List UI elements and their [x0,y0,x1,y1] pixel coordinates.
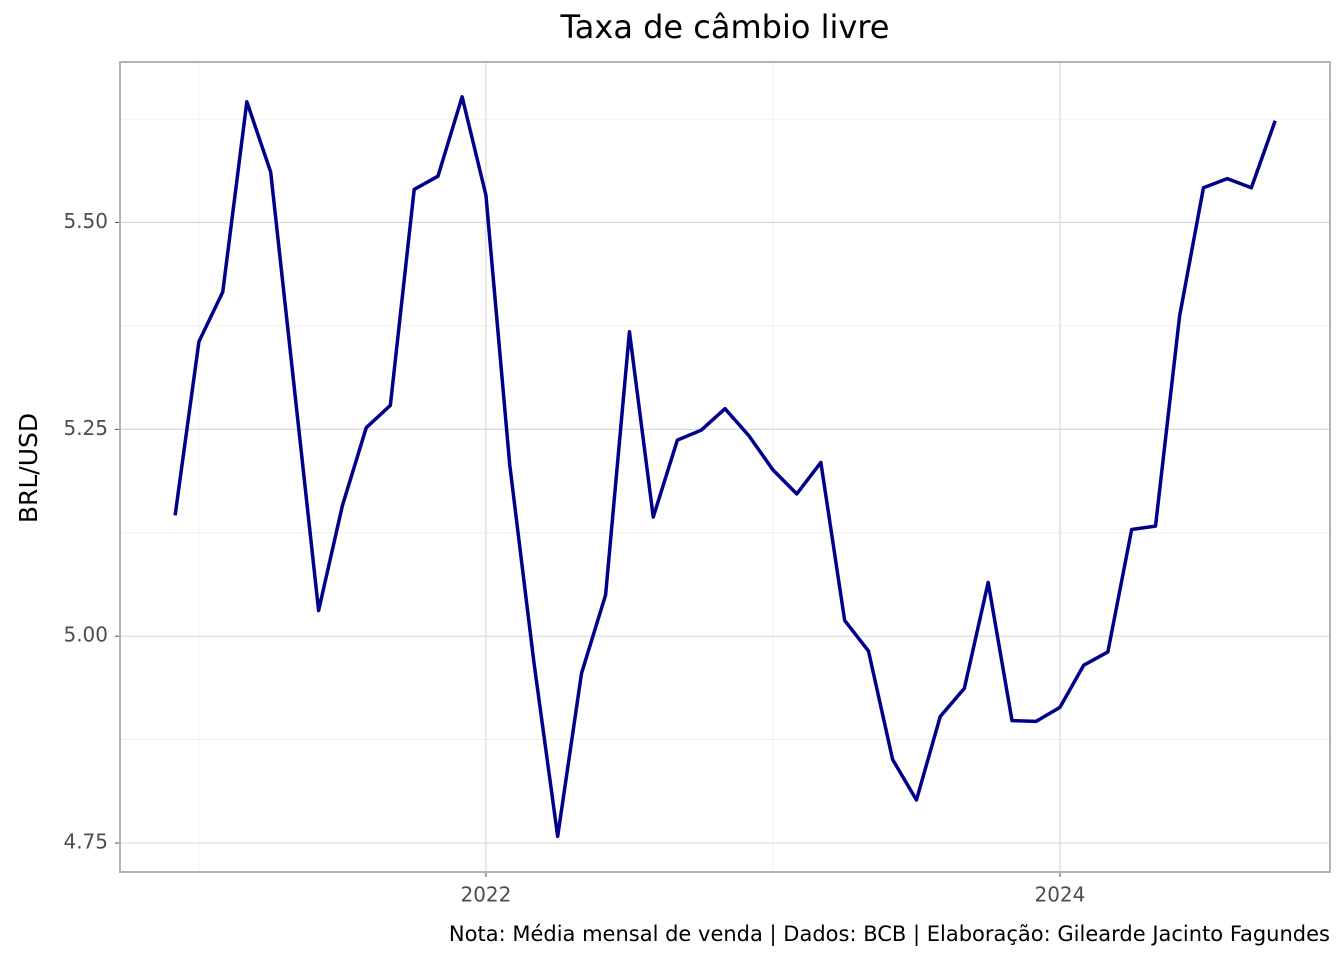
y-axis-label: BRL/USD [14,413,43,523]
y-tick-label: 5.00 [63,623,108,647]
caption: Nota: Média mensal de venda | Dados: BCB… [449,922,1330,947]
line [173,94,1277,839]
x-tick-label: 2022 [460,883,511,907]
plot-border [119,61,1331,873]
y-tick-label: 5.50 [63,209,108,233]
y-tick-label: 5.25 [63,416,108,440]
chart-title: Taxa de câmbio livre [560,8,890,46]
x-tick-label: 2024 [1034,883,1085,907]
y-tick-label: 4.75 [63,830,108,854]
